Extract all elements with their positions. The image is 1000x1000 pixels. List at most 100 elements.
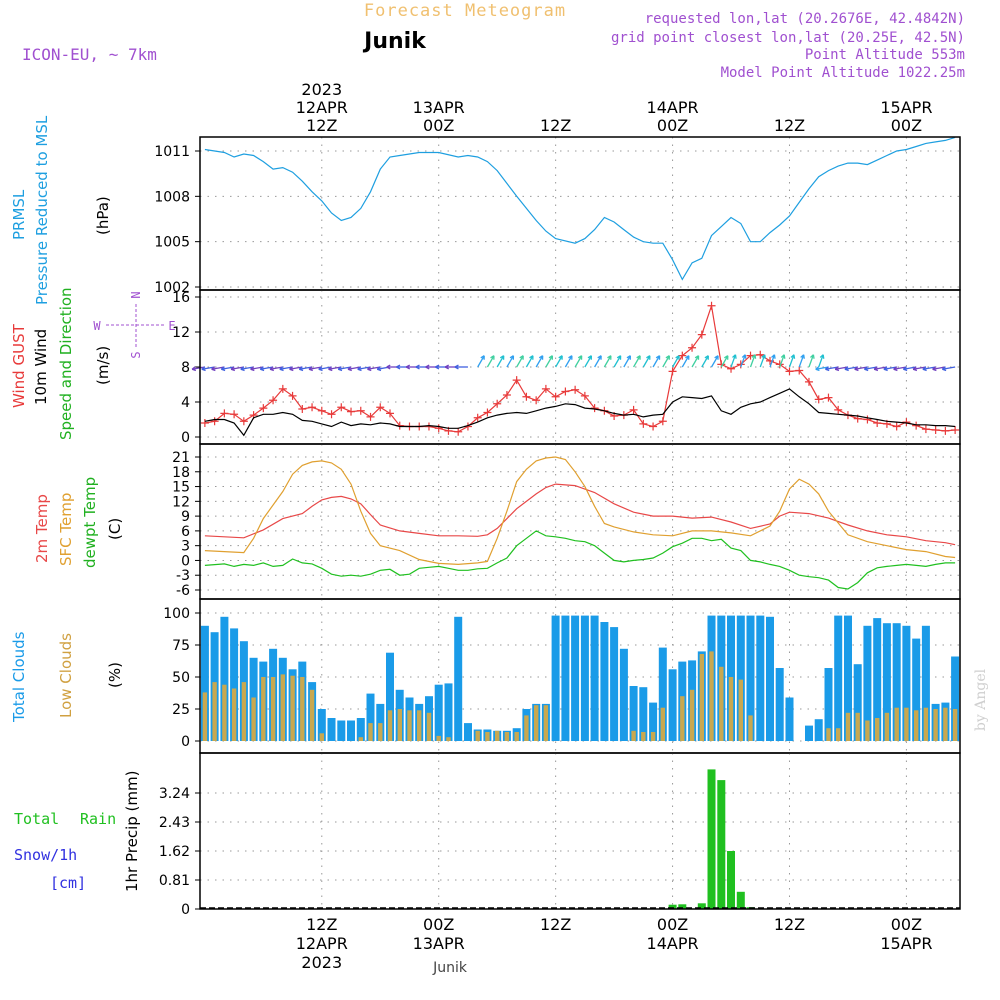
bar [943, 707, 948, 741]
wind-arrow-head [751, 354, 757, 359]
wind-arrow-head [655, 355, 661, 360]
wind-arrow-head [538, 355, 544, 360]
bar [814, 719, 823, 741]
gust-marker [873, 419, 882, 427]
gust-marker [590, 404, 599, 413]
wind-arrow [844, 366, 858, 370]
bar [775, 668, 784, 741]
bar [912, 638, 921, 741]
gust-marker [921, 425, 930, 434]
gust-marker [473, 413, 482, 422]
gust-marker [814, 395, 823, 404]
gust-marker [912, 421, 921, 430]
bar [368, 723, 373, 741]
gust-marker [308, 403, 317, 412]
wind-arrow-head [529, 355, 534, 360]
wind-arrow-head [932, 366, 937, 372]
gust-marker [298, 405, 307, 413]
bar [317, 709, 326, 741]
bar [951, 656, 960, 741]
bar [387, 710, 393, 741]
gust-marker [327, 410, 336, 419]
wind-arrow-head [883, 366, 888, 372]
y-tick-label: 21 [172, 450, 190, 466]
gridpoint-label: grid point closest lon,lat (20.25E, 42.5… [611, 30, 965, 46]
bar [220, 616, 229, 741]
gust-marker [434, 424, 443, 433]
ms-label: (m/s) [94, 346, 112, 385]
wind-arrow [613, 355, 622, 368]
wind-arrow-head [396, 364, 401, 370]
wind-arrow [545, 355, 553, 368]
wind-arrow [893, 366, 907, 370]
wind-arrow [574, 355, 583, 368]
pressure-msl-label: Pressure Reduced to MSL [33, 115, 51, 305]
wind-arrow-head [922, 366, 927, 372]
compass-s: S [129, 351, 143, 358]
c-label: (C) [106, 518, 124, 540]
wind-arrow [357, 366, 371, 370]
bar [580, 615, 589, 741]
wind-arrow-head [211, 366, 216, 372]
wind-labels: Wind GUST 10m Wind Speed and Direction (… [10, 287, 176, 440]
bar [629, 686, 638, 741]
snow-label: Snow/1h [14, 846, 77, 864]
wind-arrow-head [577, 355, 583, 360]
wind-arrow [815, 366, 829, 370]
gust-marker [317, 406, 326, 415]
y-tick-label: 6 [181, 524, 190, 540]
wind-arrow [932, 366, 946, 370]
bar [230, 628, 239, 741]
bar [300, 677, 305, 741]
gust-marker [834, 405, 843, 414]
bar [894, 707, 899, 741]
time-label: 13APR [413, 934, 465, 953]
wind-arrow [603, 355, 612, 368]
y-tick-label: 100 [163, 606, 190, 622]
compass-e: E [168, 319, 175, 333]
wind-arrow [191, 366, 205, 370]
wind-arrow [874, 366, 888, 370]
compass-n: N [129, 291, 143, 298]
wind-arrow-head [893, 366, 898, 372]
bar [485, 732, 490, 741]
bar [660, 707, 665, 741]
wind-arrow-head [201, 366, 206, 372]
wind-arrow-head [854, 366, 859, 372]
gust-marker [707, 301, 716, 310]
wind-arrow [720, 355, 729, 368]
wind-arrow-head [548, 355, 554, 360]
bar [689, 689, 695, 741]
y-tick-label: 1005 [154, 235, 190, 251]
wind-arrow-head [732, 354, 737, 359]
y-tick-label: 75 [172, 638, 190, 654]
wind-arrow-head [490, 355, 495, 360]
temp-labels: 2m Temp SFC Temp dewpt Temp (C) [33, 477, 124, 568]
wind-arrow [338, 366, 352, 370]
bar [736, 615, 745, 741]
y-tick-label: 50 [172, 670, 190, 686]
bar [658, 647, 667, 741]
bar [309, 689, 315, 741]
wind-arrow-head [191, 366, 197, 372]
time-label: 00Z [891, 915, 922, 934]
bar [680, 696, 685, 741]
bar [417, 710, 422, 741]
gust-marker [951, 426, 960, 434]
bar [356, 718, 365, 741]
gust-marker [259, 404, 268, 413]
y-tick-label: 3.24 [159, 786, 190, 802]
bar [290, 675, 295, 741]
wind-arrow-head [912, 366, 918, 372]
time-label: 14APR [647, 934, 699, 953]
bar [397, 709, 402, 741]
wind-arrow-head [230, 366, 236, 372]
wind-arrow-head [800, 354, 805, 359]
gust-marker [200, 419, 209, 427]
gust-marker [347, 407, 356, 416]
bar [551, 615, 560, 741]
bar [902, 625, 911, 741]
gust-marker [941, 426, 950, 435]
wind-arrow-head [250, 366, 255, 372]
wind-arrow-head [790, 354, 796, 359]
